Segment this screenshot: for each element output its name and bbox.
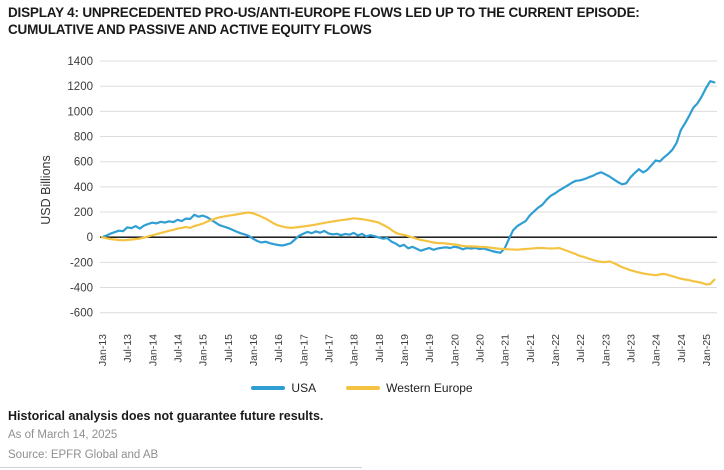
svg-text:Jan-15: Jan-15 bbox=[198, 334, 210, 366]
svg-text:Jan-19: Jan-19 bbox=[399, 334, 411, 366]
svg-text:Jan-25: Jan-25 bbox=[701, 334, 713, 366]
bottom-divider bbox=[0, 467, 362, 468]
svg-text:Jul-14: Jul-14 bbox=[173, 334, 185, 363]
svg-text:-600: -600 bbox=[70, 308, 93, 320]
svg-text:Jan-13: Jan-13 bbox=[97, 334, 109, 366]
svg-text:1200: 1200 bbox=[67, 81, 93, 93]
as-of-date: As of March 14, 2025 bbox=[8, 429, 118, 441]
svg-text:Jul-24: Jul-24 bbox=[676, 334, 688, 363]
svg-text:800: 800 bbox=[74, 132, 93, 144]
chart-title: DISPLAY 4: UNPRECEDENTED PRO-US/ANTI-EUR… bbox=[8, 5, 720, 39]
cumulative-flows-chart: 1400 1200 1000 800 600 400 200 0 -200 -400 -600 USD… bbox=[39, 56, 717, 366]
svg-text:400: 400 bbox=[74, 182, 93, 194]
legend-label-western-europe: Western Europe bbox=[386, 381, 473, 395]
svg-text:Jan-17: Jan-17 bbox=[298, 334, 310, 366]
svg-text:Jan-14: Jan-14 bbox=[147, 334, 159, 366]
svg-text:-400: -400 bbox=[70, 283, 93, 295]
svg-text:0: 0 bbox=[87, 232, 93, 244]
svg-text:Jul-19: Jul-19 bbox=[424, 334, 436, 363]
svg-text:200: 200 bbox=[74, 207, 93, 219]
usa-line-swatch bbox=[251, 386, 286, 390]
svg-text:Jan-22: Jan-22 bbox=[550, 334, 562, 366]
svg-text:Jan-21: Jan-21 bbox=[500, 334, 512, 366]
svg-text:Jul-16: Jul-16 bbox=[273, 334, 285, 363]
chart-title-line-2: CUMULATIVE AND PASSIVE AND ACTIVE EQUITY… bbox=[8, 21, 372, 37]
svg-text:1400: 1400 bbox=[67, 56, 93, 68]
svg-text:Jan-20: Jan-20 bbox=[449, 334, 461, 366]
svg-text:Jul-13: Jul-13 bbox=[122, 334, 134, 363]
svg-text:Jul-15: Jul-15 bbox=[223, 334, 235, 363]
disclaimer-text: Historical analysis does not guarantee f… bbox=[8, 409, 324, 423]
legend-item-usa: USA bbox=[251, 381, 316, 395]
source-text: Source: EPFR Global and AB bbox=[8, 449, 159, 461]
svg-text:600: 600 bbox=[74, 157, 93, 169]
western-europe-line-swatch bbox=[346, 386, 381, 390]
svg-text:Jan-16: Jan-16 bbox=[248, 334, 260, 366]
svg-text:Jul-21: Jul-21 bbox=[525, 334, 537, 363]
svg-text:Jan-24: Jan-24 bbox=[651, 334, 663, 366]
svg-text:Jul-23: Jul-23 bbox=[626, 334, 638, 363]
svg-text:Jan-23: Jan-23 bbox=[600, 334, 612, 366]
svg-text:Jul-22: Jul-22 bbox=[575, 334, 587, 363]
svg-text:Jul-20: Jul-20 bbox=[475, 334, 487, 363]
svg-text:Jan-18: Jan-18 bbox=[349, 334, 361, 366]
svg-text:USD Billions: USD Billions bbox=[39, 155, 53, 224]
chart-title-line-1: DISPLAY 4: UNPRECEDENTED PRO-US/ANTI-EUR… bbox=[8, 5, 640, 20]
legend-item-western-europe: Western Europe bbox=[346, 381, 473, 395]
svg-text:1000: 1000 bbox=[67, 106, 93, 118]
svg-text:-200: -200 bbox=[70, 257, 93, 269]
svg-text:Jul-18: Jul-18 bbox=[374, 334, 386, 363]
svg-text:Jul-17: Jul-17 bbox=[324, 334, 336, 363]
legend-label-usa: USA bbox=[291, 381, 317, 395]
chart-legend: USA Western Europe bbox=[0, 381, 724, 395]
